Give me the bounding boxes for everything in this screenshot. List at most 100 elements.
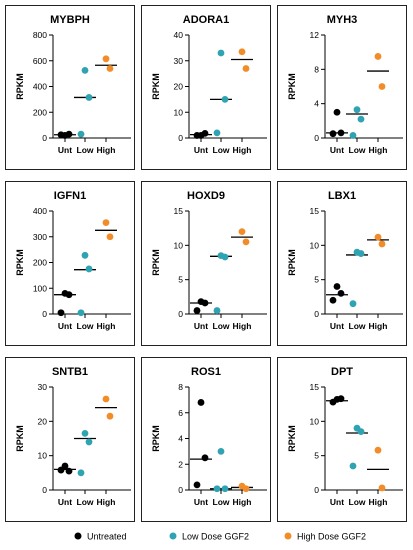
x-tick-label: Unt: [330, 497, 344, 507]
x-tick-label: High: [97, 145, 116, 155]
data-point: [85, 265, 93, 273]
data-point: [221, 253, 229, 261]
y-tick-label: 0: [42, 309, 47, 319]
y-tick-label: 30: [174, 56, 184, 66]
data-point: [102, 395, 110, 403]
y-tick-label: 15: [310, 382, 320, 392]
data-point: [242, 238, 250, 246]
y-tick-label: 5: [314, 275, 319, 285]
chart-title: ROS1: [191, 366, 221, 378]
data-point: [102, 55, 110, 63]
x-tick-label: Unt: [330, 321, 344, 331]
data-point: [242, 485, 250, 493]
data-point: [357, 115, 365, 123]
x-tick-label: Low: [213, 145, 230, 155]
data-point: [378, 240, 386, 248]
x-tick-label: High: [233, 321, 252, 331]
data-point: [193, 307, 201, 314]
data-point: [217, 49, 225, 57]
chart-panel-hoxd9: HOXD9 0 5 10 15 RPKM Unt Low High: [141, 181, 271, 346]
legend-marker: [74, 532, 82, 540]
panel-border: [277, 357, 407, 522]
chart-panel-adora1: ADORA1 0 10 20 30 40 RPKM Unt Low High: [141, 5, 271, 170]
chart-panel-dpt: DPT 0 5 10 15 RPKM Unt Low High: [277, 357, 407, 522]
y-tick-label: 15: [174, 206, 184, 216]
legend-label: Low Dose GGF2: [182, 532, 249, 542]
y-tick-label: 20: [174, 82, 184, 92]
y-tick-label: 400: [33, 206, 47, 216]
data-point: [65, 130, 73, 138]
y-tick-label: 10: [310, 240, 320, 250]
data-point: [333, 108, 341, 116]
y-tick-label: 0: [178, 309, 183, 319]
x-tick-label: High: [97, 497, 116, 507]
data-point: [77, 309, 85, 317]
y-tick-label: 40: [174, 30, 184, 40]
y-tick-label: 0: [42, 485, 47, 495]
chart-title: DPT: [331, 366, 353, 378]
y-tick-label: 6: [178, 408, 183, 418]
y-tick-label: 15: [310, 206, 320, 216]
data-point: [349, 132, 357, 139]
x-tick-label: Unt: [330, 145, 344, 155]
panel-border: [277, 181, 407, 346]
chart-title: HOXD9: [187, 190, 225, 202]
data-point: [85, 438, 93, 446]
y-axis-label: RPKM: [287, 73, 297, 100]
chart-title: MYH3: [327, 14, 358, 26]
chart-panel-ros1: ROS1 0 2 4 6 8 RPKM Unt Low High: [141, 357, 271, 522]
chart-title: LBX1: [328, 190, 356, 202]
x-tick-label: Unt: [58, 145, 72, 155]
data-point: [213, 129, 221, 137]
data-point: [77, 130, 85, 138]
data-point: [374, 233, 382, 241]
x-tick-label: Low: [349, 321, 366, 331]
y-tick-label: 100: [33, 283, 47, 293]
data-point: [357, 250, 365, 257]
panel-border: [141, 357, 271, 522]
y-tick-label: 2: [178, 459, 183, 469]
data-point: [106, 65, 114, 72]
x-tick-label: Unt: [194, 145, 208, 155]
panel-border: [5, 5, 135, 170]
x-tick-label: Low: [213, 497, 230, 507]
data-point: [349, 462, 357, 470]
chart-panel-lbx1: LBX1 0 5 10 15 RPKM Unt Low High: [277, 181, 407, 346]
legend-marker: [169, 532, 177, 540]
x-tick-label: Unt: [194, 497, 208, 507]
legend: Untreated Low Dose GGF2 High Dose GGF2: [0, 526, 413, 546]
y-tick-label: 8: [314, 64, 319, 74]
data-point: [213, 307, 221, 314]
panel-border: [5, 357, 135, 522]
y-tick-label: 0: [178, 485, 183, 495]
data-point: [65, 467, 73, 475]
y-tick-label: 10: [38, 451, 48, 461]
legend-marker: [284, 532, 292, 540]
y-axis-label: RPKM: [15, 425, 25, 452]
data-point: [337, 395, 345, 403]
y-tick-label: 200: [33, 258, 47, 268]
x-tick-label: Unt: [194, 321, 208, 331]
y-axis-label: RPKM: [15, 73, 25, 100]
data-point: [81, 67, 89, 74]
y-tick-label: 200: [33, 107, 47, 117]
y-tick-label: 12: [310, 30, 320, 40]
data-point: [238, 228, 246, 235]
y-tick-label: 300: [33, 232, 47, 242]
data-point: [357, 428, 365, 436]
data-point: [349, 300, 357, 308]
x-tick-label: High: [369, 145, 388, 155]
data-point: [201, 129, 209, 137]
y-tick-label: 0: [42, 133, 47, 143]
y-tick-label: 8: [178, 382, 183, 392]
y-tick-label: 10: [174, 240, 184, 250]
y-tick-label: 4: [314, 99, 319, 109]
x-tick-label: High: [97, 321, 116, 331]
data-point: [329, 398, 337, 406]
x-tick-label: High: [233, 497, 252, 507]
data-point: [193, 481, 201, 489]
data-point: [217, 447, 225, 455]
x-tick-label: Low: [77, 497, 94, 507]
x-tick-label: Unt: [58, 321, 72, 331]
y-axis-label: RPKM: [151, 425, 161, 452]
